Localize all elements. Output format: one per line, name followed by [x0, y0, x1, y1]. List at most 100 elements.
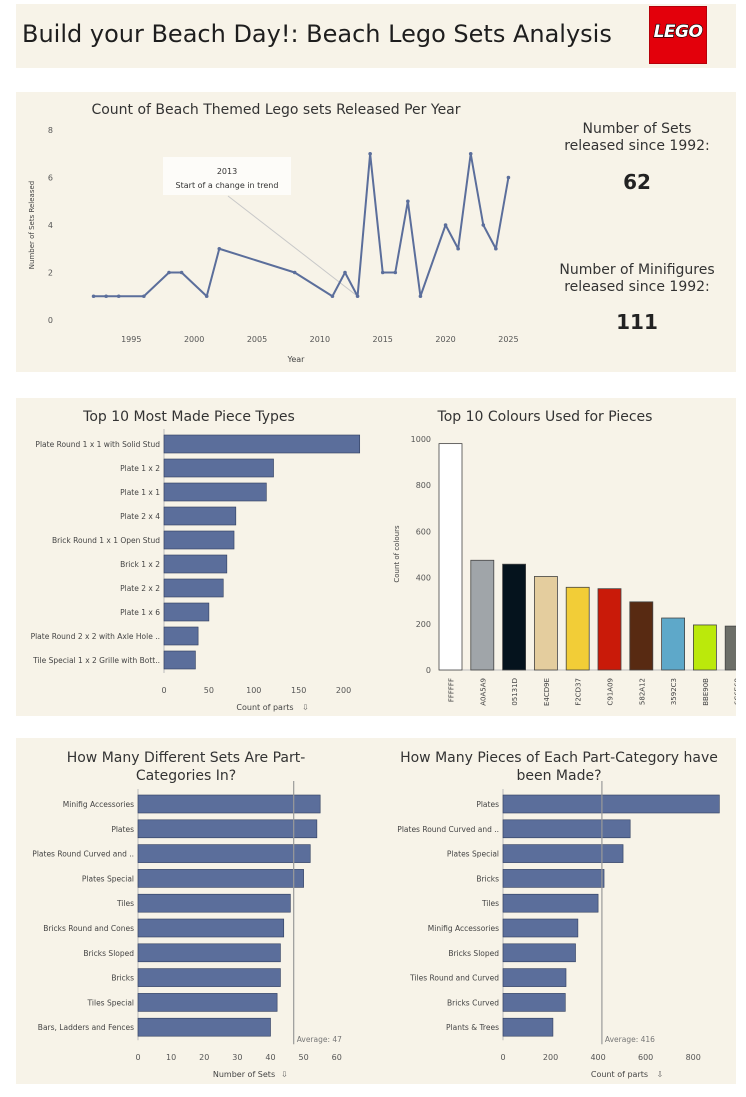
category-label: Plants & Trees	[446, 1023, 499, 1032]
y-tick-label: 600	[416, 527, 431, 536]
y-axis-label: Count of colours	[393, 525, 401, 583]
x-tick-label: 10	[166, 1053, 176, 1062]
kpi-minifigs-label-line2: released since 1992:	[564, 279, 710, 295]
sort-icon: ⇩	[281, 1070, 288, 1079]
data-point	[393, 270, 398, 275]
y-tick-label: 200	[416, 620, 431, 629]
data-point	[481, 223, 486, 227]
top-piece-types-chart: Top 10 Most Made Piece Types Plate Round …	[31, 409, 361, 712]
data-point	[217, 246, 222, 251]
data-point	[468, 151, 473, 156]
category-label: Plate 1 x 1	[120, 488, 160, 497]
bar	[137, 993, 278, 1012]
chart-title-line: Categories In?	[136, 768, 236, 784]
y-tick-label: 8	[48, 126, 53, 135]
y-tick-label: 400	[416, 574, 431, 583]
header-panel: Build your Beach Day!: Beach Lego Sets A…	[16, 4, 736, 68]
bar	[163, 602, 210, 622]
bar	[661, 617, 686, 671]
data-point	[167, 270, 171, 275]
category-label: Plate Round 1 x 1 with Solid Stud	[35, 440, 160, 449]
page-title: Build your Beach Day!: Beach Lego Sets A…	[22, 20, 612, 48]
kpi-sets-label: Number of Sets released since 1992:	[537, 121, 737, 155]
y-axis-label: Number of Sets Released	[28, 181, 36, 269]
footer-toolbar	[0, 1086, 746, 1097]
x-tick-label: 50	[299, 1053, 309, 1062]
average-label: Average: 416	[605, 1035, 655, 1044]
category-label: 05131D	[511, 678, 519, 706]
data-point	[116, 294, 121, 299]
category-label: Tiles Round and Curved	[409, 974, 499, 983]
sets-per-year-panel: Count of Beach Themed Lego sets Released…	[16, 92, 736, 372]
bar	[137, 844, 311, 863]
annotation-text: 2013	[217, 167, 237, 176]
data-point	[343, 270, 347, 275]
x-tick-label: 100	[246, 686, 261, 695]
data-point	[104, 294, 108, 299]
lego-logo-text: LEGO	[653, 21, 704, 42]
bar	[724, 625, 736, 671]
kpi-minifigs-label-line1: Number of Minifigures	[559, 262, 715, 278]
x-tick-label: 0	[135, 1053, 140, 1062]
y-tick-label: 0	[48, 316, 53, 325]
kpi-sets-label-line1: Number of Sets	[582, 121, 692, 137]
bar	[163, 554, 228, 574]
x-axis-label: Count of parts	[236, 703, 293, 712]
x-tick-label: 0	[161, 686, 166, 695]
bar	[502, 968, 567, 987]
x-tick-label: 150	[291, 686, 306, 695]
y-tick-label: 6	[48, 174, 53, 183]
category-label: Bricks Round and Cones	[43, 924, 134, 933]
x-tick-label: 2005	[247, 335, 267, 344]
x-tick-label: 0	[500, 1053, 505, 1062]
annotation-text: Start of a change in trend	[176, 181, 279, 190]
bar	[163, 650, 196, 670]
y-tick-label: 2	[48, 269, 53, 278]
kpi-minifigs-label: Number of Minifigures released since 199…	[537, 262, 737, 296]
category-label: Plate 1 x 6	[120, 608, 160, 617]
category-label: Plate Round 2 x 2 with Axle Hole ..	[31, 632, 160, 641]
bar	[163, 626, 199, 646]
chart-title: Top 10 Most Made Piece Types	[82, 409, 295, 425]
bar	[502, 869, 605, 888]
category-label: Plates Special	[82, 874, 134, 883]
data-point	[418, 294, 423, 299]
bar	[137, 819, 318, 839]
data-point	[456, 246, 460, 251]
bar	[470, 559, 495, 671]
data-point	[406, 199, 410, 204]
x-tick-label: 200	[336, 686, 351, 695]
chart-title-line: been Made?	[516, 768, 601, 784]
annotation-box	[163, 157, 291, 195]
data-point	[292, 270, 297, 275]
bar	[163, 434, 361, 454]
category-label: Bricks	[476, 874, 499, 883]
category-label: 3592C3	[670, 678, 678, 705]
data-point	[368, 151, 372, 156]
category-label: Brick Round 1 x 1 Open Stud	[52, 536, 160, 545]
category-label: A0A5A9	[479, 678, 487, 706]
category-label: C91A09	[607, 678, 615, 706]
x-tick-label: 50	[204, 686, 214, 695]
category-label: Tiles Special	[87, 998, 134, 1007]
bar	[137, 1017, 271, 1037]
data-point	[330, 294, 335, 299]
average-label: Average: 47	[297, 1035, 342, 1044]
data-point	[443, 223, 448, 227]
bar	[137, 794, 321, 814]
data-point	[204, 294, 209, 299]
y-tick-label: 4	[48, 221, 53, 230]
bar	[502, 943, 576, 963]
kpi-sets-value: 62	[623, 170, 651, 194]
bar	[137, 943, 281, 963]
category-label: E4CD9E	[543, 678, 551, 706]
x-axis-label: Year	[287, 355, 306, 364]
top-colours-chart: Top 10 Colours Used for Pieces 0 200 400 600…	[393, 409, 736, 706]
data-point	[506, 175, 511, 180]
bar	[137, 918, 285, 938]
y-tick-label: 1000	[411, 435, 431, 444]
x-tick-label: 600	[638, 1053, 653, 1062]
x-tick-label: 30	[232, 1053, 242, 1062]
pieces-colours-panel: Top 10 Most Made Piece Types Plate Round …	[16, 398, 736, 716]
x-tick-label: 2010	[310, 335, 330, 344]
